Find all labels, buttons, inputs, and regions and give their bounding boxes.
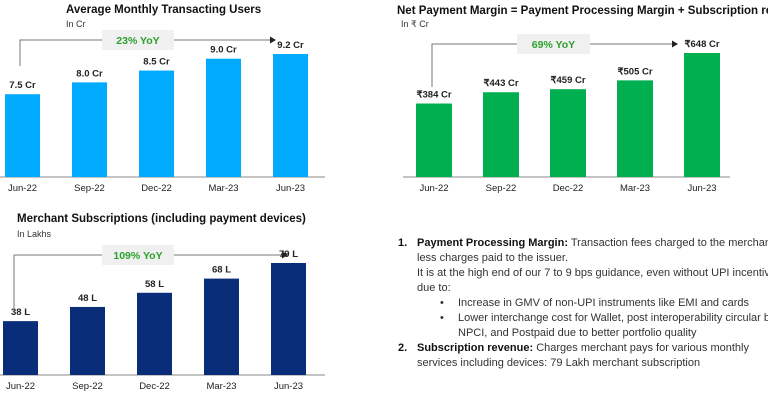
bar xyxy=(273,54,308,177)
x-tick-label: Sep-22 xyxy=(74,183,105,194)
data-label: 9.2 Cr xyxy=(277,40,304,51)
note-text: Charges merchant pays for various monthl… xyxy=(533,342,749,354)
yoy-badge xyxy=(102,245,174,265)
chart3-title: Merchant Subscriptions (including paymen… xyxy=(17,213,306,225)
x-tick-label: Mar-23 xyxy=(208,183,238,194)
data-label: 38 L xyxy=(11,307,30,318)
arrow-head-icon xyxy=(270,36,276,44)
note-text: less charges paid to the issuer. xyxy=(417,252,569,264)
bar xyxy=(271,263,306,375)
bar xyxy=(72,82,107,177)
bar xyxy=(137,292,172,375)
yoy-annotation: 69% YoY xyxy=(532,39,575,51)
bullet-text: Lower interchange cost for Wallet, post … xyxy=(458,312,768,324)
arrow-head-icon xyxy=(672,40,678,48)
x-tick-label: Dec-22 xyxy=(141,183,172,194)
bar xyxy=(206,58,241,177)
bar xyxy=(416,103,452,177)
x-tick-label: Jun-22 xyxy=(6,381,35,392)
data-label: ₹648 Cr xyxy=(684,39,719,50)
note-text: It is at the high end of our 7 to 9 bps … xyxy=(417,267,768,279)
x-tick-label: Jun-22 xyxy=(8,183,37,194)
bar xyxy=(204,278,239,375)
note-number: 1. xyxy=(398,237,408,249)
yoy-arrow-line xyxy=(13,254,282,313)
chart3-subtitle: In Lakhs xyxy=(17,229,52,239)
x-tick-label: Jun-22 xyxy=(419,183,448,194)
bar xyxy=(70,306,105,375)
note-number: 2. xyxy=(398,342,408,354)
note-text: due to: xyxy=(417,282,451,294)
note-bullet: • Lower interchange cost for Wallet, post… xyxy=(398,311,768,326)
note-item-1: 1. Payment Processing Margin: Transaction… xyxy=(398,236,768,251)
yoy-arrow-line xyxy=(19,39,270,66)
x-tick-label: Dec-22 xyxy=(139,381,170,392)
bar xyxy=(5,94,40,177)
bullet-text: Increase in GMV of non-UPI instruments l… xyxy=(458,297,750,309)
notes-list: 1. Payment Processing Margin: Transaction… xyxy=(398,236,768,371)
chart1-title: Average Monthly Transacting Users xyxy=(66,4,262,16)
x-tick-label: Sep-22 xyxy=(72,381,103,392)
arrow-head-icon xyxy=(282,251,288,259)
data-label: ₹459 Cr xyxy=(550,75,585,86)
x-tick-label: Mar-23 xyxy=(206,381,236,392)
bar xyxy=(139,70,174,177)
data-label: 8.0 Cr xyxy=(76,68,103,79)
note-bullet: • Increase in GMV of non-UPI instruments … xyxy=(440,297,750,309)
data-label: ₹505 Cr xyxy=(617,66,652,77)
yoy-badge xyxy=(517,34,590,54)
x-tick-label: Mar-23 xyxy=(620,183,650,194)
yoy-annotation: 23% YoY xyxy=(116,35,159,47)
data-label: ₹443 Cr xyxy=(483,78,518,89)
chart1-subtitle: In Cr xyxy=(66,19,86,29)
yoy-arrow-line xyxy=(431,43,672,87)
data-label: 9.0 Cr xyxy=(210,45,237,56)
data-label: 79 L xyxy=(279,249,298,260)
chart2-title: Net Payment Margin = Payment Processing … xyxy=(397,5,768,17)
data-label: 48 L xyxy=(78,293,97,304)
data-label: 58 L xyxy=(145,279,164,290)
bar xyxy=(617,80,653,177)
note-text: services including devices: 79 Lakh merc… xyxy=(417,357,701,369)
data-label: ₹384 Cr xyxy=(416,90,451,101)
x-tick-label: Dec-22 xyxy=(553,183,584,194)
bar xyxy=(3,321,38,375)
yoy-badge xyxy=(102,30,174,50)
chart2-subtitle: In ₹ Cr xyxy=(401,19,429,29)
data-label: 7.5 Cr xyxy=(9,80,36,91)
bar xyxy=(684,53,720,177)
x-tick-label: Sep-22 xyxy=(486,183,517,194)
data-label: 8.5 Cr xyxy=(143,57,170,68)
note-heading: Payment Processing Margin: xyxy=(417,237,568,249)
x-tick-label: Jun-23 xyxy=(687,183,716,194)
bar xyxy=(550,89,586,177)
yoy-annotation: 109% YoY xyxy=(113,250,162,262)
note-item-2: 2. Subscription revenue: Charges merchant… xyxy=(398,341,768,356)
bar xyxy=(483,92,519,177)
data-label: 68 L xyxy=(212,265,231,276)
note-text: Transaction fees charged to the merchant xyxy=(568,237,768,249)
x-tick-label: Jun-23 xyxy=(274,381,303,392)
x-tick-label: Jun-23 xyxy=(276,183,305,194)
note-heading: Subscription revenue: xyxy=(417,342,534,354)
bullet-text: NPCI, and Postpaid due to better portfol… xyxy=(458,327,697,339)
